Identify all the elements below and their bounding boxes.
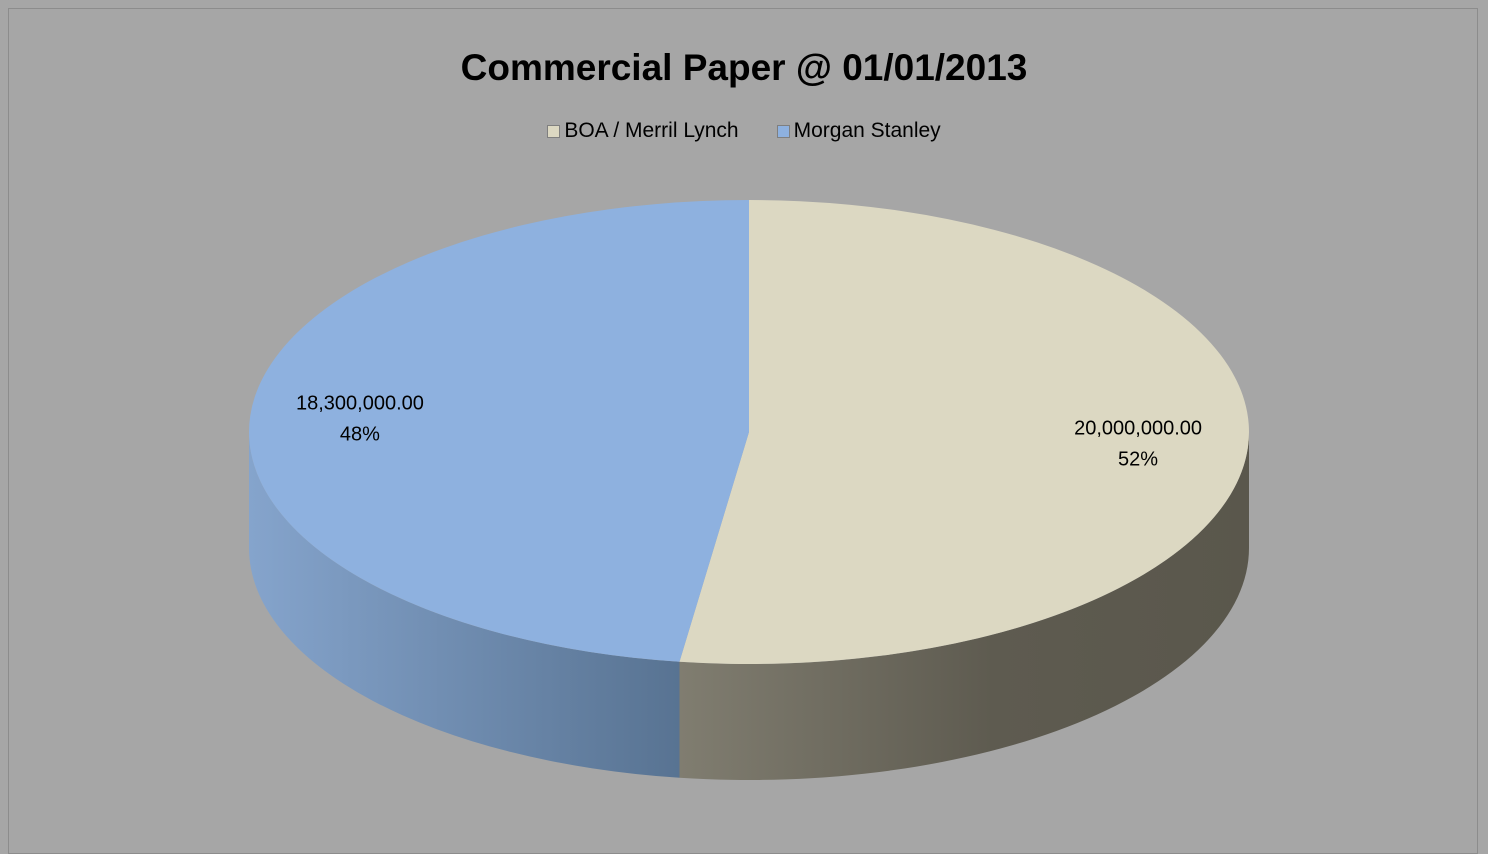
slice-morgan-stanley-top xyxy=(249,200,750,662)
slice-boa-top xyxy=(679,200,1250,665)
chart-title: Commercial Paper @ 01/01/2013 xyxy=(460,47,1028,88)
data-label-morgan-stanley: 18,300,000.00 48% xyxy=(296,392,424,445)
legend-label-morgan-stanley: Morgan Stanley xyxy=(793,119,941,142)
legend-item-morgan-stanley: Morgan Stanley xyxy=(776,119,941,143)
legend-swatch-boa xyxy=(547,124,561,138)
data-label-morgan-stanley-percent: 48% xyxy=(340,423,380,445)
legend-label-boa: BOA / Merril Lynch xyxy=(564,119,739,142)
data-label-morgan-stanley-value: 18,300,000.00 xyxy=(296,392,424,414)
legend: BOA / Merril Lynch Morgan Stanley xyxy=(9,119,1479,143)
data-label-boa: 20,000,000.00 52% xyxy=(1074,418,1202,471)
data-label-boa-value: 20,000,000.00 xyxy=(1074,418,1202,440)
legend-item-boa: BOA / Merril Lynch xyxy=(547,119,739,143)
data-label-boa-percent: 52% xyxy=(1118,449,1158,471)
slice-boa-side xyxy=(679,432,1249,780)
slice-morgan-stanley-side xyxy=(249,432,680,778)
legend-swatch-morgan-stanley xyxy=(776,124,790,138)
